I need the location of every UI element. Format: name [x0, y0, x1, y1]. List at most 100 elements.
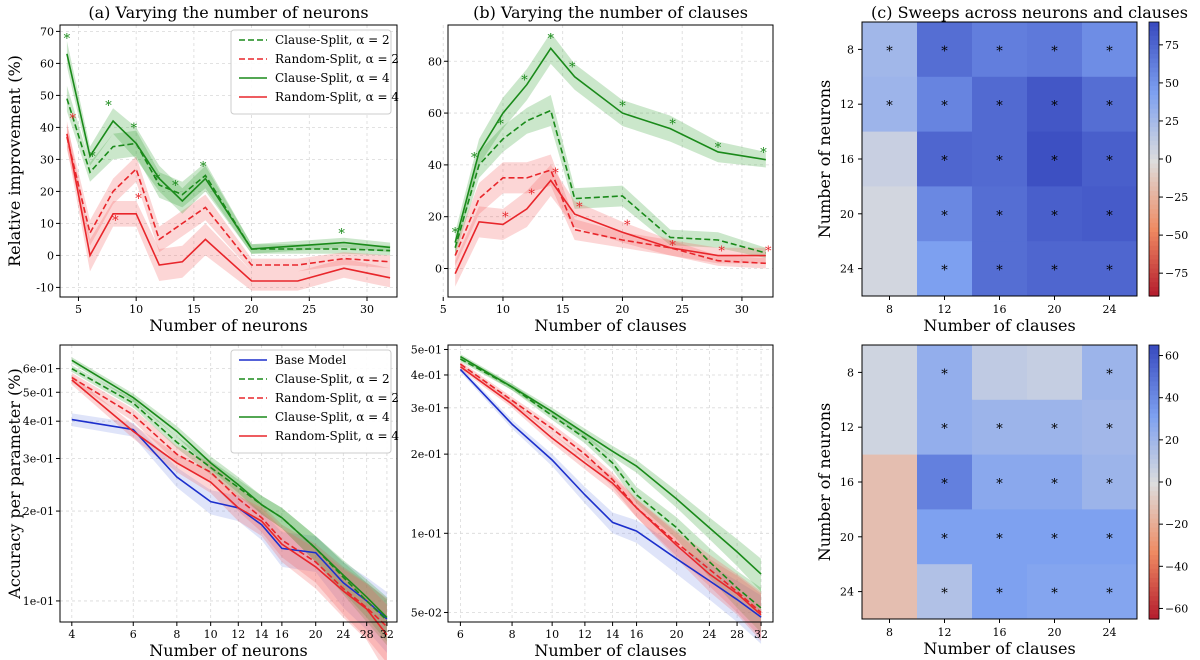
x-axis-label: Number of clauses — [923, 316, 1075, 335]
x-tick-label: 24 — [702, 628, 716, 641]
colorbar-segment — [1149, 399, 1159, 405]
y-tick-label: 20 — [428, 211, 442, 224]
significance-star: * — [941, 99, 948, 114]
significance-star: * — [1051, 209, 1058, 224]
colorbar-segment — [1149, 241, 1159, 247]
colorbar-segment — [1149, 264, 1159, 270]
heatmap-cell — [862, 564, 918, 620]
significance-star: * — [1106, 209, 1113, 224]
panel-c-heatmap-relative-improvement: * * * * * * * * * * * * * * * * * * * * * * 8 12 16 20 24 8 12 16 20 24… — [815, 3, 1188, 335]
panel-d-accuracy-per-parameter-neurons: 4 6 8 10 12 14 16 20 24 28 32 1e-01 2e-01 3e-01 4e-01 5… — [5, 344, 399, 660]
significance-star: * — [497, 117, 504, 132]
y-tick-label: 20 — [840, 531, 854, 544]
x-tick-label: 8 — [886, 303, 893, 316]
significance-star: * — [619, 99, 626, 114]
significance-star: * — [996, 477, 1003, 492]
x-tick-label: 8 — [173, 628, 180, 641]
x-tick-label: 20 — [1048, 303, 1062, 316]
colorbar-segment — [1149, 81, 1159, 87]
significance-star: * — [552, 167, 559, 182]
legend: Base Model Clause-Split, α = 2 Random-Spli… — [230, 349, 399, 454]
heatmap-cell — [862, 454, 918, 510]
series-band-random-split-2 — [455, 154, 766, 269]
x-tick-label: 32 — [754, 628, 768, 641]
colorbar-segment — [1149, 395, 1159, 401]
legend-label: Random-Split, α = 4 — [275, 90, 399, 104]
colorbar-segment — [1149, 518, 1159, 524]
x-tick-label: 6 — [457, 628, 464, 641]
significance-star: * — [1051, 532, 1058, 547]
colorbar-segment — [1149, 536, 1159, 542]
heatmap-cell — [917, 131, 973, 187]
colorbar-segment — [1149, 345, 1159, 351]
series-line-clause-split-4 — [454, 46, 766, 243]
colorbar-segment — [1149, 145, 1159, 151]
x-tick-label: 14 — [606, 628, 620, 641]
chart-title: (b) Varying the number of clauses — [473, 3, 748, 22]
y-tick-label: 16 — [840, 476, 854, 489]
significance-star: * — [172, 179, 179, 194]
significance-star: * — [941, 367, 948, 382]
x-tick-label: 12 — [938, 626, 952, 639]
colorbar-segment — [1149, 559, 1159, 565]
significance-star: * — [1106, 422, 1113, 437]
series-line-random-split-4 — [454, 179, 766, 275]
colorbar-segment — [1149, 282, 1159, 288]
colorbar-segment — [1149, 509, 1159, 515]
colorbar-segment — [1149, 404, 1159, 410]
significance-star: * — [1051, 99, 1058, 114]
heatmap-cell — [917, 22, 973, 78]
x-tick-label: 20 — [309, 628, 323, 641]
colorbar-segment — [1149, 26, 1159, 32]
significance-star: * — [576, 200, 583, 215]
significance-star: * — [718, 244, 725, 259]
series-band-random-split-4 — [71, 375, 387, 660]
colorbar-segment — [1149, 482, 1159, 488]
colorbar-segment — [1149, 527, 1159, 533]
y-tick-label: 24 — [840, 263, 854, 276]
colorbar-segment — [1149, 472, 1159, 479]
colorbar-segment — [1149, 573, 1159, 579]
significance-star: * — [528, 187, 535, 202]
heatmap-cell — [1082, 241, 1138, 297]
colorbar-tick-label: 40 — [1165, 392, 1179, 405]
y-tick-label: 20 — [840, 208, 854, 221]
y-tick-label: 40 — [40, 121, 54, 134]
colorbar-segment — [1149, 564, 1159, 570]
colorbar-tick-label: 75 — [1165, 39, 1179, 52]
colorbar-tick-label: −20 — [1165, 518, 1188, 531]
heatmap-cell — [862, 345, 918, 401]
y-tick-label: 5e-01 — [23, 386, 54, 399]
y-tick-label: 70 — [40, 25, 54, 38]
significance-star: * — [941, 264, 948, 279]
colorbar-segment — [1149, 541, 1159, 547]
colorbar-segment — [1149, 408, 1159, 415]
series-line-clause-split-2 — [460, 358, 762, 609]
colorbar-segment — [1149, 555, 1159, 561]
heatmap-cell — [862, 76, 918, 133]
significance-star: * — [338, 227, 345, 242]
panel-a-relative-improvement-neurons: * * * * * * * * * * * 5 10 15 20 25 30 -10 0 10 20 30 40 50 60 70… — [5, 3, 399, 335]
significance-star: * — [669, 239, 676, 254]
significance-star: * — [452, 226, 459, 241]
series-line-clause-split-2 — [454, 109, 767, 254]
heatmap-cell — [972, 22, 1028, 78]
colorbar-segment — [1149, 35, 1159, 41]
significance-star: * — [996, 422, 1003, 437]
y-tick-label: 4e-01 — [411, 369, 442, 382]
x-tick-label: 15 — [187, 303, 201, 316]
y-tick-label: 80 — [428, 55, 442, 68]
x-tick-label: 16 — [630, 628, 644, 641]
heatmap-cell — [917, 509, 973, 565]
colorbar-segment — [1149, 204, 1159, 210]
heatmap-cell — [862, 22, 918, 78]
colorbar-segment — [1149, 427, 1159, 433]
colorbar-segment — [1149, 381, 1159, 387]
colorbar-segment — [1149, 363, 1159, 369]
series-line-clause-split-4 — [66, 53, 391, 250]
x-tick-label: 8 — [509, 628, 516, 641]
series-line-clause-split-4 — [459, 355, 762, 575]
colorbar-segment — [1149, 605, 1159, 611]
significance-star: * — [69, 112, 76, 127]
significance-star: * — [471, 151, 478, 166]
